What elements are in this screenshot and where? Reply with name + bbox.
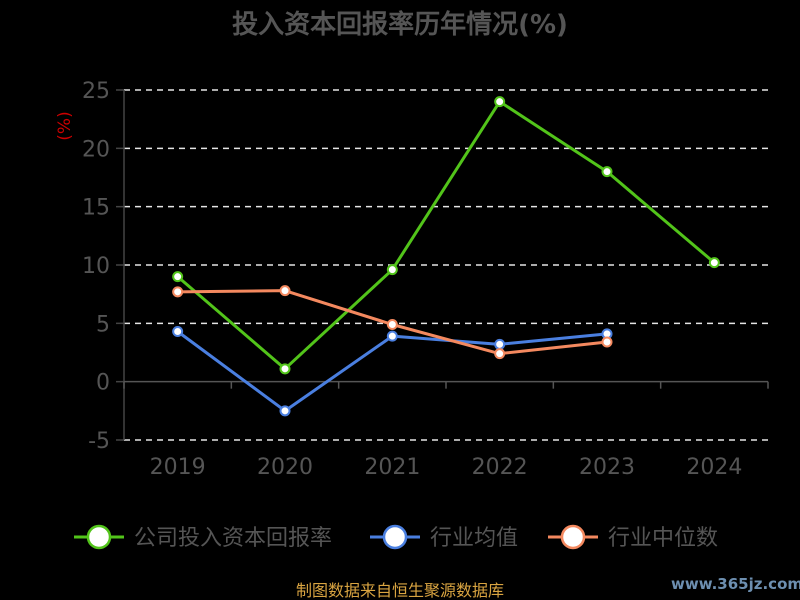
legend-label-3: 行业中位数 [608,526,718,551]
watermark-label: www.365jz.com [671,575,800,593]
y-axis-unit-label: (%) [55,111,75,140]
y-tick-label: 25 [82,79,110,104]
x-tick-label: 2024 [686,455,742,480]
x-tick-label: 2020 [257,455,313,480]
y-tick-label: -5 [88,429,110,454]
x-tick-label: 2023 [579,455,635,480]
legend-label-2: 行业均值 [430,526,518,551]
data-source-label: 制图数据来自恒生聚源数据库 [296,581,504,600]
data-point [494,348,506,360]
data-point [494,96,506,108]
y-tick-label: 20 [82,137,110,162]
data-point [172,326,184,337]
legend-marker-2 [382,524,408,550]
series-layer [172,96,720,417]
data-point [279,405,291,417]
y-tick-label: 5 [96,312,110,337]
data-point [386,330,398,342]
data-point [172,286,184,298]
series-line-1 [176,100,716,371]
axis-layer: -5 0 5 10 15 20 25 2019 2020 2021 2022 2023 2024 [82,79,769,480]
y-tick-label: 10 [82,254,110,279]
x-tick-label: 2021 [364,455,420,480]
data-point [601,336,613,348]
chart-title: 投入资本回报率历年情况(%) [232,9,568,40]
grid-layer [124,89,768,441]
y-tick-label: 15 [82,196,110,221]
data-point [494,338,506,350]
data-point [708,257,720,269]
data-point [386,319,398,330]
legend-label-1: 公司投入资本回报率 [134,526,332,551]
data-point [172,271,184,283]
y-tick-label: 0 [96,371,110,396]
legend: 公司投入资本回报率 行业均值 行业中位数 [74,524,718,551]
data-point [279,285,291,297]
x-tick-label: 2019 [150,455,206,480]
series-line-2 [176,330,609,413]
data-point [601,166,613,178]
legend-marker-1 [86,524,112,550]
legend-marker-3 [560,524,586,550]
data-point [386,264,398,276]
data-point [279,363,291,375]
x-tick-label: 2022 [472,455,528,480]
